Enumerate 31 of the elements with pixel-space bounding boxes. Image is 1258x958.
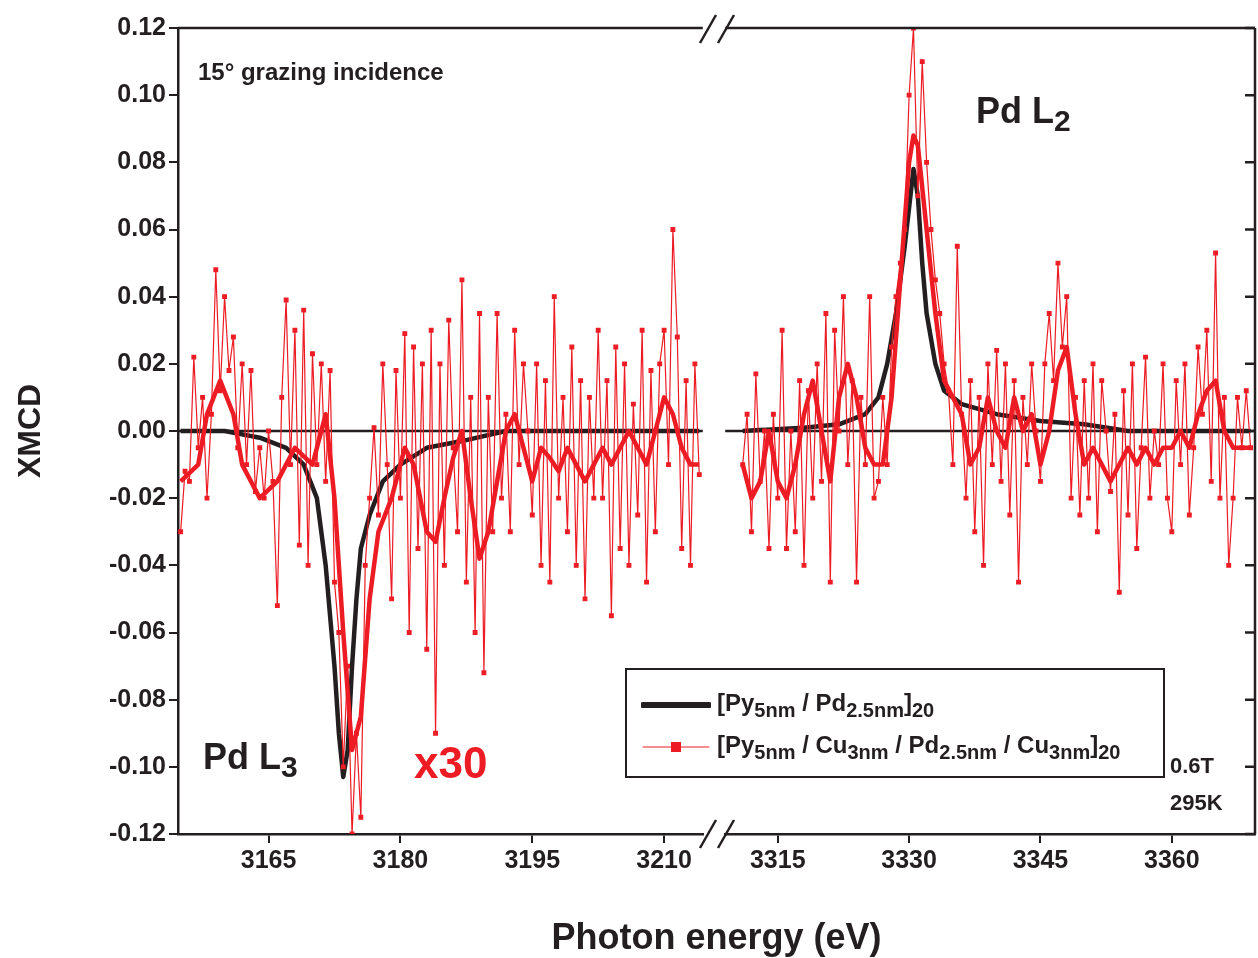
x-tick-label: 3360: [1144, 844, 1200, 873]
annotation: x30: [414, 738, 488, 788]
y-tick-label: 0.00: [117, 414, 166, 443]
text: [Py$_{5nm}$ / Cu$_{3nm}$ / Pd$_{2.5nm}$ / Cu$_{3nm}$]$_{20}$: [717, 730, 1121, 763]
y-tick-label: 0.10: [117, 79, 166, 108]
y-tick-label: 0.02: [117, 347, 166, 376]
x-tick-label: 3180: [372, 844, 429, 873]
x-axis-title: Photon energy (eV): [550, 916, 883, 958]
x-tick-label: 3210: [636, 844, 692, 873]
y-tick-label: -0.06: [109, 616, 166, 645]
annotation: Pd L$_{2}$: [976, 90, 1071, 139]
y-tick-label: 0.08: [117, 146, 167, 175]
y-tick-label: 0.12: [117, 11, 166, 40]
x-tick-label: 3315: [749, 844, 806, 873]
annotation: 15° grazing incidence: [198, 58, 444, 86]
y-tick-label: -0.04: [109, 549, 167, 578]
y-tick-label: -0.08: [109, 683, 167, 712]
y-tick-label: 0.04: [117, 280, 167, 309]
y-axis-title: XMCD: [11, 383, 48, 479]
legend-label: [Py$_{5nm}$ / Pd$_{2.5nm}$]$_{20}$: [717, 688, 935, 722]
x-tick-label: 3195: [504, 844, 561, 873]
x-tick-label: 3345: [1012, 844, 1069, 873]
y-tick-label: -0.12: [109, 817, 166, 846]
x-tick-label: 3330: [881, 844, 937, 873]
y-tick-label: 0.06: [117, 213, 166, 242]
annotation: Pd L$_{3}$: [203, 736, 298, 785]
y-tick-label: -0.10: [109, 750, 166, 779]
annotation: 0.6T: [1170, 753, 1215, 779]
x-tick-label: 3165: [240, 844, 297, 873]
y-tick-label: -0.02: [109, 482, 166, 511]
annotation: 295K: [1170, 790, 1223, 816]
